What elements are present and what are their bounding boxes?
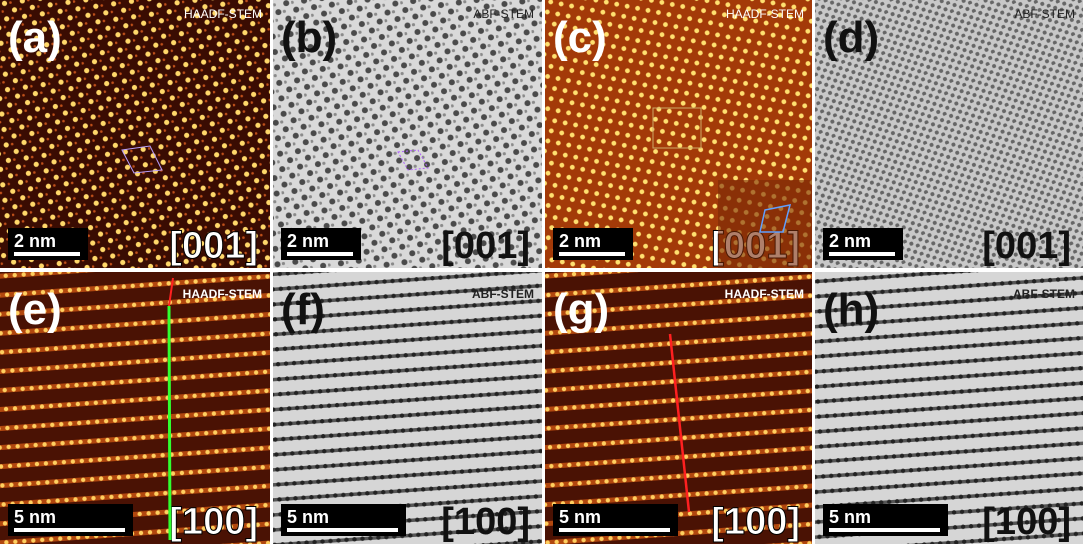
zone-axis: [001]: [441, 225, 530, 267]
zone-axis: [100]: [711, 501, 800, 543]
scale-bar: [559, 252, 625, 256]
panel-label: (b): [281, 13, 337, 62]
panel-label: (h): [823, 285, 879, 334]
boundary-line: [167, 305, 172, 541]
imaging-mode: HAADF-STEM: [725, 287, 804, 301]
panel: (b) ABF-STEM 2 nm [001]: [273, 0, 542, 268]
panel-label: (c): [553, 13, 607, 62]
unit-cell: [759, 204, 792, 233]
scale-bar: [559, 528, 670, 532]
panel: (h) ABF-STEM 5 nm [100]: [815, 272, 1083, 544]
micrograph: [0, 0, 270, 268]
panel-label: (a): [8, 13, 62, 62]
scale-bar: [14, 252, 80, 256]
scale-bar: [14, 528, 125, 532]
scale-label: 5 nm: [559, 507, 601, 527]
imaging-mode: ABF-STEM: [472, 287, 534, 301]
scale-bar: [287, 528, 398, 532]
imaging-mode: HAADF-STEM: [184, 7, 262, 21]
panel: (f) ABF-STEM 5 nm [100]: [273, 272, 542, 544]
zone-axis: [100]: [441, 501, 530, 543]
zone-axis: [100]: [982, 501, 1071, 543]
scale-label: 2 nm: [287, 231, 329, 251]
unit-cell: [397, 149, 429, 171]
panel: (a) HAADF-STEM 2 nm [001]: [0, 0, 270, 268]
panel-label: (e): [8, 285, 62, 334]
inset-box: [652, 107, 702, 149]
scale-bar: [829, 528, 940, 532]
panel-label: (d): [823, 13, 879, 62]
scale-label: 2 nm: [14, 231, 56, 251]
zone-axis: [001]: [982, 225, 1071, 267]
inset: [718, 180, 812, 268]
scale-label: 5 nm: [287, 507, 329, 527]
scale-label: 5 nm: [14, 507, 56, 527]
boundary-line: [668, 333, 691, 513]
imaging-mode: ABF-STEM: [473, 7, 534, 21]
panel: (d) ABF-STEM 2 nm [001]: [815, 0, 1083, 268]
micrograph: [273, 272, 542, 544]
scale-label: 2 nm: [829, 231, 871, 251]
imaging-mode: ABF-STEM: [1013, 287, 1075, 301]
micrograph: [0, 272, 270, 544]
micrograph: [273, 0, 542, 268]
unit-cell: [121, 145, 163, 174]
scale-bar: [287, 252, 353, 256]
panel: (e) HAADF-STEM 5 nm [100]: [0, 272, 270, 544]
micrograph: [815, 272, 1083, 544]
scale-bar: [829, 252, 895, 256]
zone-axis: [100]: [169, 501, 258, 543]
scale-label: 5 nm: [829, 507, 871, 527]
imaging-mode: HAADF-STEM: [183, 287, 262, 301]
zone-axis: [001]: [169, 225, 258, 267]
boundary-line: [168, 277, 174, 307]
micrograph: [815, 0, 1083, 268]
scale-label: 2 nm: [559, 231, 601, 251]
imaging-mode: HAADF-STEM: [726, 7, 804, 21]
imaging-mode: ABF-STEM: [1014, 7, 1075, 21]
panel-label: (g): [553, 285, 609, 334]
panel-label: (f): [281, 285, 325, 334]
